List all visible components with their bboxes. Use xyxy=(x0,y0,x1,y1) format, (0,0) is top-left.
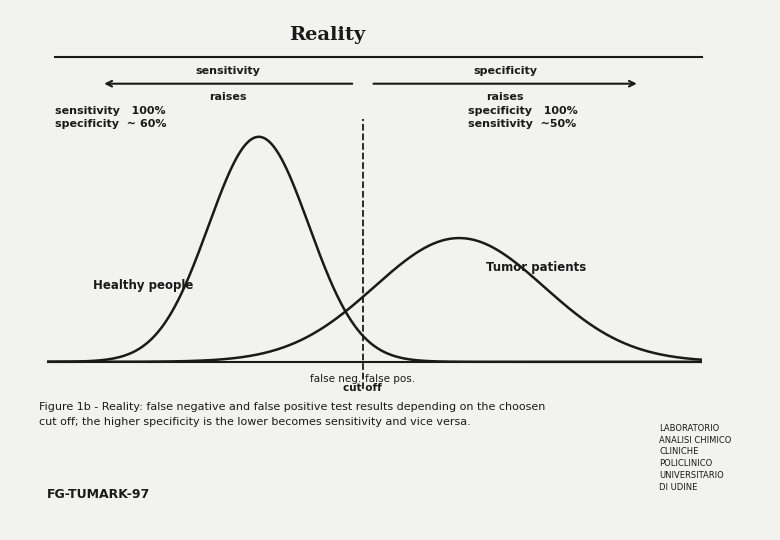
Text: sensitivity: sensitivity xyxy=(196,65,261,76)
Text: false neg.: false neg. xyxy=(310,374,361,384)
Text: LABORATORIO
ANALISI CHIMICO
CLINICHE
POLICLINICO
UNIVERSITARIO
DI UDINE: LABORATORIO ANALISI CHIMICO CLINICHE POL… xyxy=(659,424,732,492)
Text: Figure 1b - Reality: false negative and false positive test results depending on: Figure 1b - Reality: false negative and … xyxy=(39,402,545,413)
Text: cut off: cut off xyxy=(343,383,382,393)
Text: specificity: specificity xyxy=(473,65,537,76)
Text: sensitivity   100%: sensitivity 100% xyxy=(55,106,165,116)
Text: Healthy people: Healthy people xyxy=(93,279,193,292)
Text: false pos.: false pos. xyxy=(365,374,415,384)
Text: specificity  ~ 60%: specificity ~ 60% xyxy=(55,119,166,129)
Text: raises: raises xyxy=(210,92,247,102)
Text: FG-TUMARK-97: FG-TUMARK-97 xyxy=(47,488,150,501)
Text: Reality: Reality xyxy=(289,26,366,44)
Text: sensitivity  ~50%: sensitivity ~50% xyxy=(468,119,576,129)
Text: raises: raises xyxy=(487,92,524,102)
Text: specificity   100%: specificity 100% xyxy=(468,106,578,116)
Text: Tumor patients: Tumor patients xyxy=(486,261,587,274)
Text: cut off; the higher specificity is the lower becomes sensitivity and vice versa.: cut off; the higher specificity is the l… xyxy=(39,417,471,427)
